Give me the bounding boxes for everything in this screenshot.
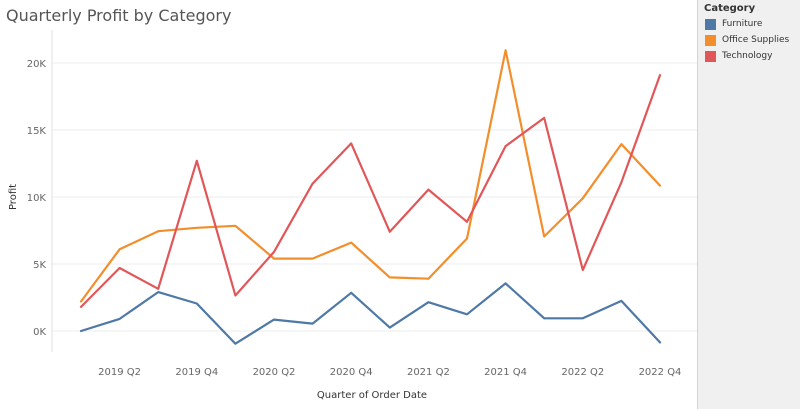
x-tick-label: 2022 Q2 xyxy=(561,367,604,378)
legend-label: Office Supplies xyxy=(722,35,790,45)
x-tick-label: 2022 Q4 xyxy=(639,367,682,378)
line-chart: 0K 5K 10K 15K 20K 2019 Q2 2019 Q4 2020 Q2 2020 Q… xyxy=(8,30,697,401)
y-tick-label: 5K xyxy=(33,260,46,271)
x-tick-label: 2019 Q4 xyxy=(175,367,218,378)
legend-swatch-technology xyxy=(705,50,716,62)
legend-item-office-supplies[interactable]: Office Supplies xyxy=(705,33,789,47)
legend-panel: Category Furniture Office Supplies Techn… xyxy=(698,0,800,409)
y-tick-label: 15K xyxy=(27,126,47,137)
y-axis-label: Profit xyxy=(8,184,19,210)
legend-swatch-office-supplies xyxy=(705,34,716,46)
legend-divider xyxy=(697,0,698,409)
legend-item-technology[interactable]: Technology xyxy=(705,49,772,63)
legend-swatch-furniture xyxy=(705,18,716,30)
legend-item-furniture[interactable]: Furniture xyxy=(705,17,762,31)
x-tick-label: 2020 Q2 xyxy=(253,367,296,378)
series-line-furniture[interactable] xyxy=(79,282,662,345)
legend-label: Furniture xyxy=(722,19,763,29)
series-line-technology[interactable] xyxy=(79,73,662,308)
x-tick-label: 2021 Q2 xyxy=(407,367,450,378)
x-tick-label: 2020 Q4 xyxy=(330,367,373,378)
legend-title: Category xyxy=(704,3,756,14)
legend-label: Technology xyxy=(722,51,773,61)
x-tick-label: 2021 Q4 xyxy=(484,367,527,378)
x-axis-label: Quarter of Order Date xyxy=(317,390,427,401)
chart-title: Quarterly Profit by Category xyxy=(6,6,232,25)
x-tick-label: 2019 Q2 xyxy=(98,367,141,378)
y-tick-label: 20K xyxy=(27,59,47,70)
y-tick-label: 10K xyxy=(27,193,47,204)
series-line-office-supplies[interactable] xyxy=(79,49,662,303)
y-tick-label: 0K xyxy=(33,327,46,338)
